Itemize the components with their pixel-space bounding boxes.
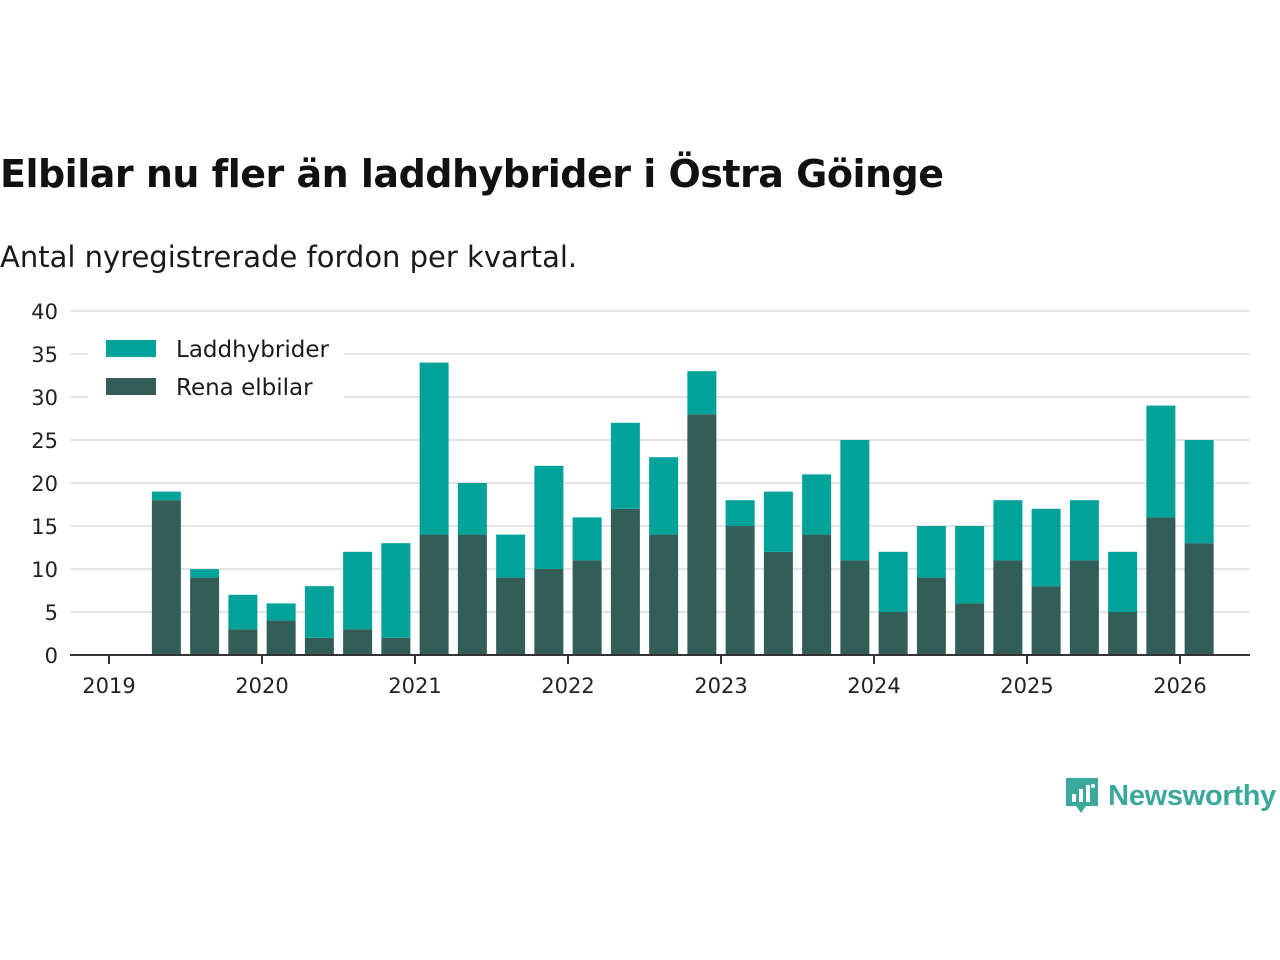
bar-laddhybrider: [266, 603, 296, 621]
bar-rena-elbilar: [1108, 612, 1138, 655]
bar-laddhybrider: [916, 526, 946, 578]
legend-label-laddhybrider: Laddhybrider: [176, 337, 329, 363]
bar-rena-elbilar: [534, 569, 564, 655]
bar-laddhybrider: [190, 569, 220, 578]
x-tick-label: 2020: [235, 674, 288, 698]
bar-laddhybrider: [763, 491, 793, 552]
bar-rena-elbilar: [190, 577, 220, 655]
bar-laddhybrider: [1069, 500, 1099, 561]
y-tick-label: 0: [45, 644, 58, 668]
bar-rena-elbilar: [572, 560, 602, 655]
bar-rena-elbilar: [1146, 517, 1176, 655]
bar-rena-elbilar: [266, 620, 296, 655]
chart-subtitle: Antal nyregistrerade fordon per kvartal.: [0, 240, 578, 274]
bar-laddhybrider: [1108, 551, 1138, 612]
bar-rena-elbilar: [802, 534, 832, 655]
legend-swatch-laddhybrider: [106, 340, 156, 357]
bar-laddhybrider: [1146, 405, 1176, 518]
bar-rena-elbilar: [763, 551, 793, 655]
bar-laddhybrider: [1031, 508, 1061, 587]
y-tick-label: 15: [31, 515, 58, 539]
bar-rena-elbilar: [955, 603, 985, 655]
bar-laddhybrider: [496, 534, 526, 578]
bar-laddhybrider: [802, 474, 832, 535]
y-tick-label: 25: [31, 429, 58, 453]
bar-rena-elbilar: [1184, 543, 1214, 655]
bar-rena-elbilar: [840, 560, 870, 655]
brand-name: Newsworthy: [1108, 779, 1276, 812]
bar-laddhybrider: [457, 483, 487, 535]
bar-laddhybrider: [840, 440, 870, 561]
y-tick-label: 20: [31, 472, 58, 496]
x-tick-label: 2023: [694, 674, 747, 698]
legend: Laddhybrider Rena elbilar: [88, 330, 344, 402]
bar-laddhybrider: [419, 362, 449, 535]
bar-rena-elbilar: [304, 637, 334, 655]
legend-label-rena-elbilar: Rena elbilar: [176, 375, 313, 401]
y-tick-label: 35: [31, 343, 58, 367]
bar-rena-elbilar: [1069, 560, 1099, 655]
y-tick-label: 30: [31, 386, 58, 410]
bar-laddhybrider: [955, 526, 985, 604]
bar-rena-elbilar: [725, 526, 755, 655]
bar-laddhybrider: [381, 543, 411, 638]
bar-laddhybrider: [1184, 440, 1214, 544]
bar-rena-elbilar: [649, 534, 679, 655]
bar-laddhybrider: [725, 500, 755, 526]
chart-title: Elbilar nu fler än laddhybrider i Östra …: [0, 152, 944, 196]
bar-rena-elbilar: [610, 508, 640, 655]
bar-rena-elbilar: [916, 577, 946, 655]
bar-laddhybrider: [343, 551, 373, 630]
bar-laddhybrider: [534, 465, 564, 569]
legend-swatch-rena-elbilar: [106, 378, 156, 395]
bar-laddhybrider: [878, 551, 908, 612]
y-tick-label: 5: [45, 601, 58, 625]
bar-laddhybrider: [649, 457, 679, 535]
bars: [151, 362, 1214, 655]
newsworthy-logo-icon: [1066, 778, 1099, 813]
bar-laddhybrider: [304, 586, 334, 638]
x-tick-label: 2025: [1000, 674, 1053, 698]
bar-rena-elbilar: [687, 414, 717, 655]
x-tick-label: 2022: [541, 674, 594, 698]
bar-laddhybrider: [687, 371, 717, 415]
bar-rena-elbilar: [419, 534, 449, 655]
bar-laddhybrider: [228, 594, 258, 630]
x-tick-label: 2019: [82, 674, 135, 698]
y-tick-label: 40: [31, 300, 58, 324]
bar-rena-elbilar: [496, 577, 526, 655]
bar-rena-elbilar: [228, 629, 258, 655]
x-tick-label: 2026: [1153, 674, 1206, 698]
bar-rena-elbilar: [878, 612, 908, 655]
bar-rena-elbilar: [993, 560, 1023, 655]
x-tick-label: 2021: [388, 674, 441, 698]
bar-laddhybrider: [151, 491, 181, 501]
bar-laddhybrider: [572, 517, 602, 561]
bar-rena-elbilar: [151, 500, 181, 655]
bar-rena-elbilar: [1031, 586, 1061, 655]
y-tick-label: 10: [31, 558, 58, 582]
bar-rena-elbilar: [457, 534, 487, 655]
newsworthy-brand: Newsworthy: [1064, 776, 1276, 816]
bar-rena-elbilar: [381, 637, 411, 655]
bar-laddhybrider: [993, 500, 1023, 561]
bar-rena-elbilar: [343, 629, 373, 655]
bar-laddhybrider: [610, 422, 640, 509]
x-tick-label: 2024: [847, 674, 900, 698]
